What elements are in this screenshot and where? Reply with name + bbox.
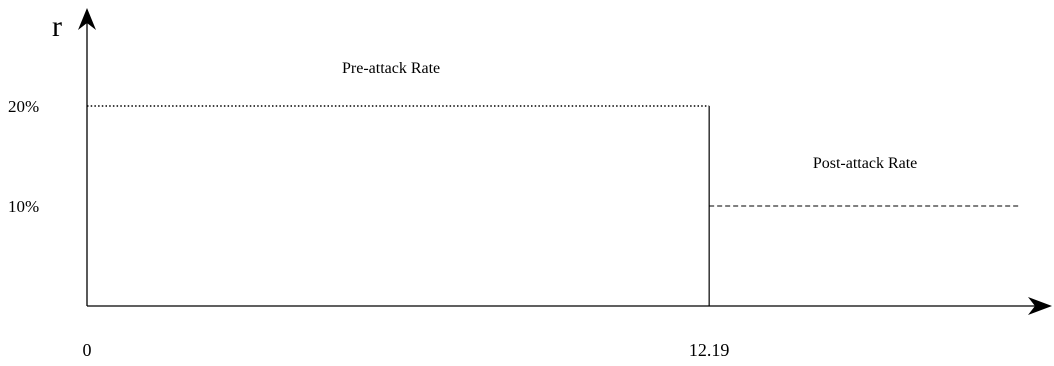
y-tick-label: 10% [8,197,39,216]
series-label-pre-attack: Pre-attack Rate [342,60,440,77]
y-axis-label: r [52,10,62,43]
x-tick-label: 0 [83,340,92,360]
y-tick-label: 20% [8,97,39,116]
x-tick-label: 12.19 [689,340,730,360]
y-axis-arrowhead-icon [78,8,96,30]
series-label-post-attack: Post-attack Rate [813,155,917,172]
x-axis-arrowhead-icon [1028,297,1052,315]
